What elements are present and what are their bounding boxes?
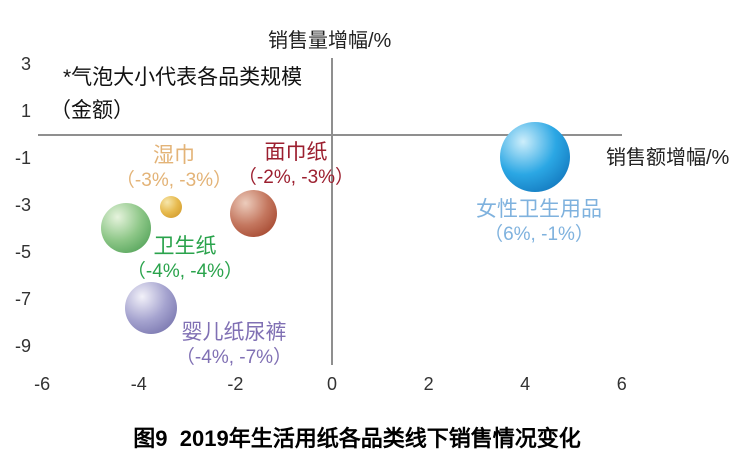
bubble-label-baby-diapers: 婴儿纸尿裤 （-4%, -7%） <box>124 320 344 370</box>
bubble-coords-feminine-hygiene: （6%, -1%） <box>484 224 594 245</box>
x-tick-label: -4 <box>130 374 147 394</box>
bubble-label-facial-tissue: 面巾纸 （-2%, -3%） <box>186 140 406 190</box>
bubble-feminine-hygiene <box>500 122 570 192</box>
figure-title: 图9 2019年生活用纸各品类线下销售情况变化 <box>133 426 581 451</box>
x-tick-label: 6 <box>616 374 627 394</box>
bubble-name-toilet-paper: 卫生纸 <box>153 235 217 258</box>
x-axis-line <box>38 134 622 136</box>
bubble-label-feminine-hygiene: 女性卫生用品 （6%, -1%） <box>429 197 649 247</box>
bubble-wet-wipes <box>160 196 182 218</box>
bubble-coords-wet-wipes: （-3%, -3%） <box>115 170 233 191</box>
y-tick-label: -5 <box>14 242 31 262</box>
y-tick-label: -9 <box>14 336 31 356</box>
bubble-name-facial-tissue: 面巾纸 <box>264 141 328 164</box>
x-axis-title: 销售额增幅/% <box>606 147 730 169</box>
bubble-size-note-line-2: （金额） <box>50 99 134 122</box>
y-tick-label: -1 <box>14 148 31 168</box>
bubble-size-note-line-1: *气泡大小代表各品类规模 <box>63 66 303 89</box>
x-tick-label: -6 <box>34 374 51 394</box>
bubble-name-wet-wipes: 湿巾 <box>153 144 195 167</box>
bubble-facial-tissue <box>229 189 277 237</box>
y-tick-label: 3 <box>20 54 31 74</box>
bubble-coords-facial-tissue: （-2%, -3%） <box>237 167 355 188</box>
y-axis-title: 销售量增幅/% <box>268 30 392 52</box>
x-tick-label: 4 <box>520 374 531 394</box>
bubble-label-toilet-paper: 卫生纸 （-4%, -4%） <box>75 234 295 284</box>
x-tick-label: -2 <box>227 374 244 394</box>
bubble-label-wet-wipes: 湿巾 （-3%, -3%） <box>64 143 284 193</box>
bubble-baby-diapers <box>125 282 177 334</box>
bubble-name-baby-diapers: 婴儿纸尿裤 <box>181 321 287 344</box>
bubble-coords-baby-diapers: （-4%, -7%） <box>175 347 293 368</box>
bubble-name-feminine-hygiene: 女性卫生用品 <box>476 198 602 221</box>
y-tick-label: -3 <box>14 195 31 215</box>
bubble-coords-toilet-paper: （-4%, -4%） <box>126 261 244 282</box>
x-tick-label: 2 <box>423 374 434 394</box>
y-axis-line <box>331 58 333 365</box>
x-tick-label: 0 <box>326 374 337 394</box>
y-tick-label: -7 <box>14 289 31 309</box>
y-tick-label: 1 <box>20 101 31 121</box>
bubble-toilet-paper <box>101 203 151 253</box>
